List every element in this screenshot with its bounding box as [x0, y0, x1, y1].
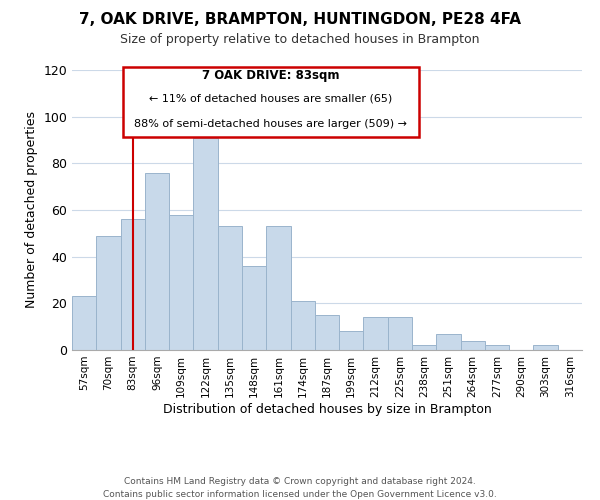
Bar [339, 332, 364, 350]
Bar [461, 340, 485, 350]
Text: Size of property relative to detached houses in Brampton: Size of property relative to detached ho… [120, 32, 480, 46]
Bar [242, 266, 266, 350]
Bar [364, 318, 388, 350]
Bar [436, 334, 461, 350]
Text: 7 OAK DRIVE: 83sqm: 7 OAK DRIVE: 83sqm [202, 68, 340, 82]
Text: Contains HM Land Registry data © Crown copyright and database right 2024.: Contains HM Land Registry data © Crown c… [124, 478, 476, 486]
Bar [121, 220, 145, 350]
Bar [266, 226, 290, 350]
Bar [533, 346, 558, 350]
Bar [218, 226, 242, 350]
Bar [72, 296, 96, 350]
Bar [485, 346, 509, 350]
Text: ← 11% of detached houses are smaller (65): ← 11% of detached houses are smaller (65… [149, 94, 392, 104]
Bar [290, 301, 315, 350]
Text: 88% of semi-detached houses are larger (509) →: 88% of semi-detached houses are larger (… [134, 119, 407, 129]
Text: Contains public sector information licensed under the Open Government Licence v3: Contains public sector information licen… [103, 490, 497, 499]
Bar [96, 236, 121, 350]
Text: 7, OAK DRIVE, BRAMPTON, HUNTINGDON, PE28 4FA: 7, OAK DRIVE, BRAMPTON, HUNTINGDON, PE28… [79, 12, 521, 28]
X-axis label: Distribution of detached houses by size in Brampton: Distribution of detached houses by size … [163, 402, 491, 415]
Bar [193, 138, 218, 350]
Bar [412, 346, 436, 350]
FancyBboxPatch shape [123, 67, 419, 137]
Bar [145, 172, 169, 350]
Y-axis label: Number of detached properties: Number of detached properties [25, 112, 38, 308]
Bar [169, 214, 193, 350]
Bar [315, 315, 339, 350]
Bar [388, 318, 412, 350]
